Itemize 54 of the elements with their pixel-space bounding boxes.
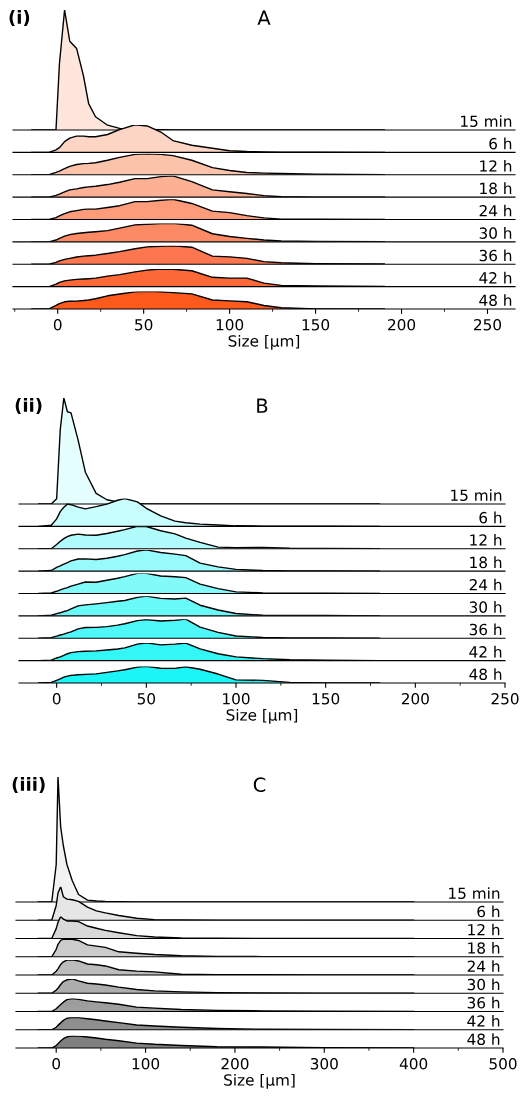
x-tick-label: 0 [53,318,62,331]
text: 24 h [469,578,502,591]
text: 36 h [469,623,502,636]
text: 42 h [469,645,502,658]
text: 48 h [467,1033,500,1046]
text: 30 h [469,601,502,613]
annotation: (iii) [12,777,45,794]
x-tick-label: 150 [302,318,330,331]
x-tick-label: 200 [401,692,429,705]
x-axis-title: Size [μm] [226,708,298,724]
text: 12 h [480,159,512,172]
x-tick-label: 0 [52,1057,61,1070]
text: 42 h [479,271,512,284]
text: 24 h [467,960,500,972]
text: 15 min [461,115,512,128]
text: 30 h [467,978,500,991]
text: 36 h [467,996,500,1009]
text: 6 h [477,905,500,918]
text: 18 h [480,182,512,195]
x-tick-label: 250 [474,318,502,331]
text: 18 h [470,556,502,569]
x-tick-label: 250 [491,692,519,705]
x-axis-title: Size [μm] [228,334,300,350]
x-axis-title: Size [μm] [224,1073,295,1089]
chart-title: B [257,398,268,413]
x-tick-label: 200 [221,1057,249,1070]
x-tick-label: 500 [489,1057,517,1070]
chart-title: A [257,10,271,25]
text: 12 h [470,533,502,546]
x-tick-label: 0 [52,692,61,705]
x-tick-label: 150 [312,692,340,705]
text: 6 h [479,511,502,524]
text: 6 h [489,137,512,150]
text: 48 h [469,668,502,681]
text: 36 h [479,249,512,262]
x-tick-label: 100 [132,1057,160,1070]
text: 24 h [479,204,512,217]
x-tick-label: 400 [399,1057,428,1070]
text: 15 min [449,887,500,900]
x-tick-label: 50 [137,692,156,705]
text: 30 h [479,227,512,239]
text: 18 h [468,941,500,954]
x-tick-label: 200 [388,318,416,331]
x-tick-label: 50 [135,318,153,331]
x-tick-label: 300 [310,1057,338,1070]
text: 48 h [479,294,512,307]
x-tick-label: 100 [223,692,250,705]
text: 15 min [451,489,502,502]
text: 42 h [467,1014,500,1027]
x-tick-label: 100 [216,318,244,331]
annotation: (ii) [15,398,42,415]
annotation: (i) [9,10,30,27]
chart-title: C [253,777,266,793]
text: 12 h [468,923,500,936]
